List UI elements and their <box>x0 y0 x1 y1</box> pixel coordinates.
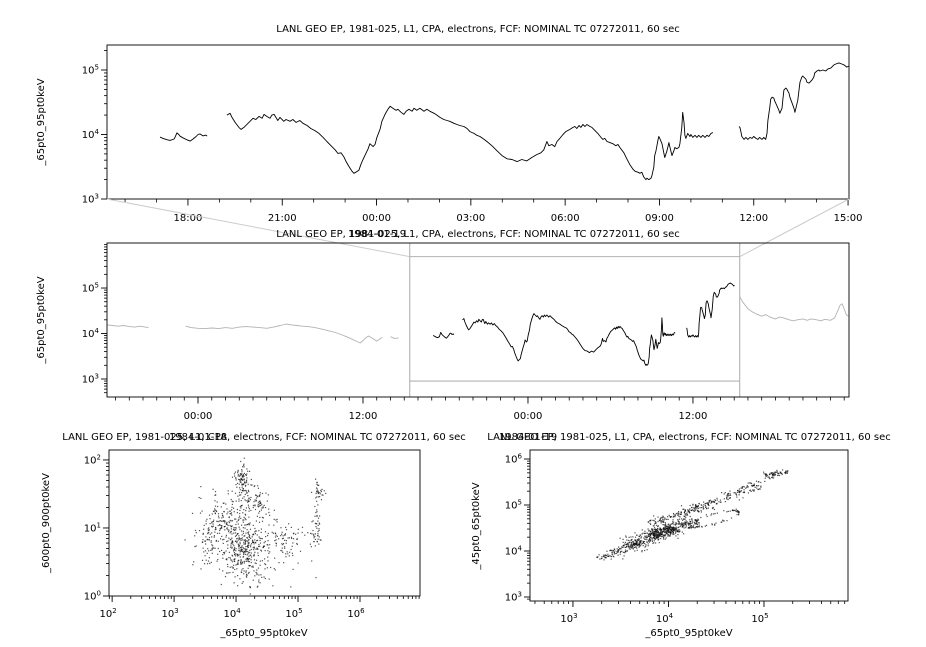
panel1-date-label: 1984-01-19 <box>347 229 407 240</box>
panel4-y-axis-label: _45pt0_65pt0keV <box>471 482 482 570</box>
svg-text:00:00: 00:00 <box>184 411 213 422</box>
svg-text:103: 103 <box>82 193 99 206</box>
panel4-scatter-45-65-points <box>596 469 789 561</box>
svg-text:03:00: 03:00 <box>456 213 485 224</box>
svg-text:105: 105 <box>505 499 522 512</box>
svg-text:12:00: 12:00 <box>349 411 378 422</box>
panel1-title: LANL GEO EP, 1981-025, L1, CPA, electron… <box>276 24 680 35</box>
svg-text:12:00: 12:00 <box>739 213 768 224</box>
svg-text:102: 102 <box>100 607 117 620</box>
panel4-scatter-45-65-y-axis: 103 104 105 106 <box>505 453 530 603</box>
panel3-title: LANL GEO EP, 1981-025, L1, CPA, electron… <box>62 432 466 443</box>
svg-text:101: 101 <box>84 521 101 534</box>
panel1-zoomed-timeseries-x-axis: 18:00 21:00 00:00 03:00 06:00 09:00 12:00 15:00 <box>124 199 863 224</box>
panel2-context-timeseries-x-axis: 00:00 12:00 00:00 12:00 <box>115 397 845 422</box>
svg-text:103: 103 <box>505 590 522 603</box>
svg-text:104: 104 <box>223 607 241 620</box>
svg-text:106: 106 <box>347 607 365 620</box>
svg-text:00:00: 00:00 <box>362 213 391 224</box>
panel3-scatter-600-900-frame <box>108 449 421 597</box>
svg-text:21:00: 21:00 <box>268 213 297 224</box>
svg-text:100: 100 <box>84 590 101 603</box>
svg-text:104: 104 <box>82 327 100 340</box>
panel3-y-axis-label: _600pt0_900pt0keV <box>41 473 52 573</box>
panel1-zoomed-timeseries-frame <box>106 44 850 200</box>
panel3-scatter-600-900[interactable]: 100 101 102 102 103 104 105 106 <box>84 449 421 620</box>
svg-text:104: 104 <box>505 544 523 557</box>
panel2-context-timeseries-series-context-after-zoom <box>739 296 849 322</box>
svg-text:00:00: 00:00 <box>514 411 543 422</box>
panel4-scatter-45-65[interactable]: 103 104 105 106 103 104 105 <box>505 449 849 625</box>
panel2-context-timeseries-y-axis: 103 104 105 <box>82 244 107 394</box>
panel2-context-timeseries-series-zoomed-region-highlight <box>432 282 735 366</box>
svg-text:105: 105 <box>285 607 302 620</box>
svg-text:12:00: 12:00 <box>679 411 708 422</box>
panel2-context-timeseries-frame <box>106 242 850 398</box>
panel3-scatter-600-900-y-axis: 100 101 102 <box>84 453 109 603</box>
panel1-y-axis-label: _65pt0_95pt0keV <box>36 78 47 166</box>
svg-text:103: 103 <box>560 612 577 625</box>
svg-text:103: 103 <box>82 372 99 385</box>
panel1-zoomed-timeseries-series-electron-flux-65-95keV <box>159 62 849 181</box>
svg-text:06:00: 06:00 <box>551 213 580 224</box>
panel2-context-timeseries[interactable]: 103 104 105 00:00 12:00 00:00 12:00 <box>82 198 850 422</box>
panel2-context-timeseries-series-context-before-zoom <box>107 323 399 344</box>
panel3-x-axis-label: _65pt0_95pt0keV <box>220 628 308 639</box>
panel4-title: LANL GEO EP, 1981-025, L1, CPA, electron… <box>487 432 891 443</box>
panel2-date-label-2: 1984-01-19 <box>498 432 558 443</box>
panel2-date-label-1: 1984-01-18 <box>168 432 228 443</box>
panel3-scatter-600-900-points <box>184 457 327 595</box>
zoom-region-box[interactable] <box>409 243 741 397</box>
svg-text:105: 105 <box>82 282 99 295</box>
svg-text:09:00: 09:00 <box>645 213 674 224</box>
panel2-y-axis-label: _65pt0_95pt0keV <box>36 276 47 364</box>
svg-text:18:00: 18:00 <box>174 213 203 224</box>
panel3-scatter-600-900-x-axis: 102 103 104 105 106 <box>100 596 420 620</box>
svg-text:105: 105 <box>82 63 99 76</box>
svg-text:106: 106 <box>505 453 523 466</box>
panel2-title: LANL GEO EP, 1981-025, L1, CPA, electron… <box>276 229 680 240</box>
svg-text:15:00: 15:00 <box>834 213 863 224</box>
zoom-region-connectors <box>106 198 850 258</box>
svg-text:104: 104 <box>82 128 100 141</box>
svg-text:104: 104 <box>656 612 674 625</box>
panel4-scatter-45-65-frame <box>529 449 849 602</box>
svg-text:102: 102 <box>84 453 101 466</box>
panel4-x-axis-label: _65pt0_95pt0keV <box>645 628 733 639</box>
svg-text:105: 105 <box>751 612 768 625</box>
panel4-scatter-45-65-x-axis: 103 104 105 <box>534 601 846 625</box>
panel1-zoomed-timeseries-y-axis: 103 104 105 <box>82 50 107 206</box>
svg-text:103: 103 <box>161 607 178 620</box>
